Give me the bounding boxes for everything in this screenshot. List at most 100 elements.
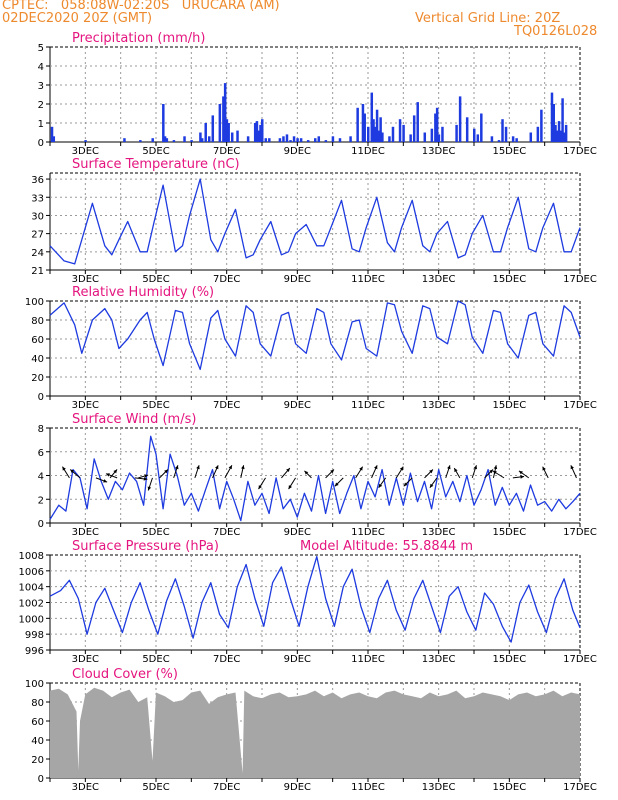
temp-date-label: 9DEC xyxy=(284,274,311,285)
wind-vector-head xyxy=(493,465,498,470)
header-run-time: 02DEC2020 20Z (GMT) xyxy=(2,11,153,26)
precip-bar xyxy=(465,117,469,142)
temp-ytick-label: 30 xyxy=(31,211,44,222)
cloud-date-label: 9DEC xyxy=(284,782,311,793)
wind-vector-head xyxy=(359,466,363,471)
precip-bar xyxy=(480,113,483,142)
wind-vector-head xyxy=(175,465,179,470)
cloud-title: Cloud Cover (%) xyxy=(72,667,178,682)
precip-bar xyxy=(253,123,257,142)
temp-date-label: 11DEC xyxy=(351,274,385,285)
precip-bar xyxy=(268,138,271,142)
pressure-date-label: 3DEC xyxy=(72,654,99,665)
precip-bar xyxy=(381,132,384,142)
wind-vector-head xyxy=(62,466,66,471)
precip-bar xyxy=(259,124,262,142)
precip-bar xyxy=(473,128,476,142)
precip-bar xyxy=(190,140,193,142)
pressure-title: Surface Pressure (hPa) xyxy=(72,539,219,554)
precip-bar xyxy=(540,109,543,142)
precip-bar xyxy=(391,126,395,142)
wind-vector-head xyxy=(473,465,478,470)
precip-bar xyxy=(556,130,559,142)
humidity-date-label: 3DEC xyxy=(72,400,99,411)
wind-ytick-label: 0 xyxy=(38,519,44,530)
precip-bar xyxy=(434,113,437,142)
wind-vector-head xyxy=(429,469,433,474)
precip-bar xyxy=(282,136,285,142)
humidity-ytick-label: 60 xyxy=(31,335,44,346)
wind-vector-head xyxy=(215,465,219,470)
temp-date-label: 3DEC xyxy=(72,274,99,285)
temp-ytick-label: 24 xyxy=(31,248,44,259)
pressure-date-label: 11DEC xyxy=(351,654,385,665)
precip-bar xyxy=(208,136,211,142)
precip-bar xyxy=(372,119,375,142)
humidity-date-label: 17DEC xyxy=(563,400,597,411)
wind-vector-head xyxy=(330,469,334,474)
precip-bar xyxy=(515,138,518,142)
precip-bar xyxy=(402,124,405,142)
precip-bar xyxy=(314,138,317,142)
wind-vector-head xyxy=(403,482,408,487)
cloud-ytick-label: 40 xyxy=(31,736,44,747)
pressure-ytick-label: 996 xyxy=(25,646,44,657)
precip-bar xyxy=(564,124,568,142)
cloud-ytick-label: 0 xyxy=(38,774,44,785)
precip-bar xyxy=(236,130,239,142)
wind-date-label: 7DEC xyxy=(213,527,240,538)
precip-bar xyxy=(199,132,202,142)
temp-ytick-label: 27 xyxy=(31,230,44,241)
cloud-date-label: 11DEC xyxy=(351,782,385,793)
precip-bar xyxy=(211,115,215,142)
temp-date-label: 17DEC xyxy=(563,274,597,285)
pressure-annotation: Model Altitude: 55.8844 m xyxy=(300,539,473,554)
precip-bar xyxy=(52,136,56,142)
cloud-ytick-label: 80 xyxy=(31,698,44,709)
precip-bar xyxy=(255,121,259,142)
precip-bar xyxy=(218,104,222,142)
pressure-date-label: 13DEC xyxy=(422,654,456,665)
wind-date-label: 3DEC xyxy=(72,527,99,538)
precip-bar xyxy=(84,140,87,142)
wind-ytick-label: 8 xyxy=(38,424,44,435)
precip-bar xyxy=(356,107,359,142)
cloud-date-label: 5DEC xyxy=(142,782,169,793)
precip-bar xyxy=(162,104,165,142)
precip-bar xyxy=(458,96,462,142)
cloud-date-label: 3DEC xyxy=(72,782,99,793)
precip-bar xyxy=(292,136,296,142)
precip-bar xyxy=(230,132,234,142)
humidity-series-line xyxy=(49,300,581,371)
temp-date-label: 7DEC xyxy=(213,274,240,285)
precip-panel: 3DEC 5DEC 7DEC 9DEC 11DEC 13DEC 15DEC 17DEC 0 1 2 3… xyxy=(38,31,597,157)
humidity-panel: 3DEC 5DEC 7DEC 9DEC 11DEC 13DEC 15DEC 17DEC 0 20 4… xyxy=(25,285,597,411)
wind-vector-head xyxy=(447,465,451,470)
precip-bar xyxy=(370,92,374,142)
header-model-code: TQ0126L028 xyxy=(514,24,598,39)
precip-bar xyxy=(222,96,225,142)
temp-series-line xyxy=(49,178,581,265)
wind-panel: 3DEC 5DEC 7DEC 9DEC 11DEC 13DEC 15DEC 17DEC 0 2 4 6… xyxy=(38,412,597,538)
wind-vector-head xyxy=(454,468,458,473)
wind-vector-head xyxy=(164,469,168,474)
pressure-series-line xyxy=(49,555,581,643)
wind-vector-head xyxy=(196,465,200,470)
wind-date-label: 9DEC xyxy=(284,527,311,538)
wind-vector-head xyxy=(258,485,262,490)
precip-bar xyxy=(563,132,566,142)
wind-vector-head xyxy=(520,475,525,479)
humidity-ytick-label: 80 xyxy=(31,316,44,327)
precip-bar xyxy=(200,138,204,142)
precip-bar xyxy=(261,119,264,142)
header-grid-note: Vertical Grid Line: 20Z xyxy=(415,11,561,26)
pressure-date-label: 9DEC xyxy=(284,654,311,665)
wind-title: Surface Wind (m/s) xyxy=(72,412,196,427)
wind-vector-head xyxy=(288,485,292,490)
wind-vector-head xyxy=(143,477,148,481)
precip-bar xyxy=(552,104,555,142)
precip-bar xyxy=(289,140,292,142)
wind-vector-head xyxy=(518,470,523,475)
precip-bar xyxy=(557,121,561,142)
precip-bar xyxy=(172,140,176,142)
